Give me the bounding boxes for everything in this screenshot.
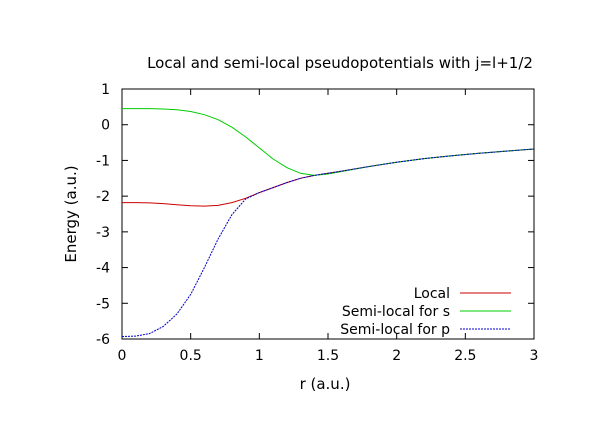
y-tick-label: -3 (96, 225, 110, 241)
legend-label: Local (414, 286, 450, 302)
chart-title: Local and semi-local pseudopotentials wi… (147, 54, 533, 72)
series-lines (121, 108, 535, 337)
x-tick-label: 2.5 (454, 348, 476, 364)
y-tick-label: -2 (96, 189, 110, 205)
x-axis-label: r (a.u.) (300, 375, 351, 393)
x-tick-label: 1.5 (317, 348, 339, 364)
y-tick-label: -5 (96, 296, 110, 312)
x-tick-label: 1 (255, 348, 264, 364)
legend: Local Semi-local for s Semi-local for p (340, 286, 511, 338)
y-axis-label: Energy (a.u.) (62, 165, 80, 262)
axis-ticks (121, 88, 535, 340)
axis-tick-labels: 0 0.5 1 1.5 2 2.5 3 1 0 -1 -2 -3 -4 -5 -6 (96, 82, 538, 364)
plot-frame (121, 88, 535, 340)
x-tick-label: 3 (530, 348, 539, 364)
y-tick-label: 0 (101, 118, 110, 134)
series-line-3 (121, 148, 535, 337)
y-tick-label: -4 (96, 261, 110, 277)
y-tick-label: -1 (96, 153, 110, 169)
legend-label: Semi-local for p (340, 322, 450, 338)
series-line-1 (122, 148, 535, 207)
x-tick-label: 0 (118, 348, 127, 364)
x-tick-label: 2 (392, 348, 401, 364)
series-line-2 (122, 108, 535, 176)
y-tick-label: 1 (101, 82, 110, 98)
x-tick-label: 0.5 (180, 348, 202, 364)
y-tick-label: -6 (96, 332, 110, 348)
legend-label: Semi-local for s (342, 304, 450, 320)
